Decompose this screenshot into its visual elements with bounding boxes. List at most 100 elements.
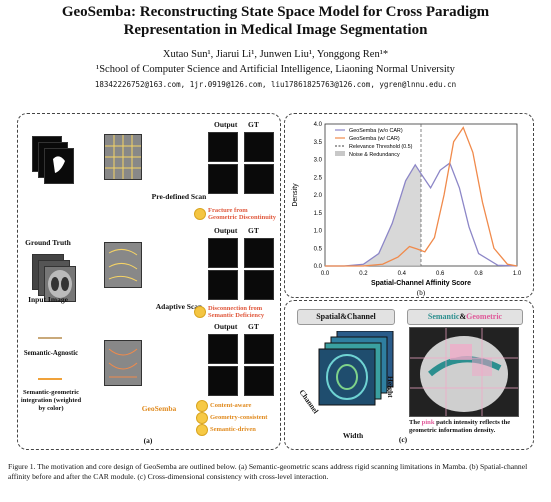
width-label: Width	[342, 431, 364, 440]
figure-panel-a: Ground Truth Input Image Semantic-Agnost…	[17, 113, 281, 450]
integration-arrow-icon	[38, 378, 62, 380]
adaptive-scan-icon	[108, 249, 138, 282]
happy-face-icon-2	[196, 412, 208, 424]
series-line-1	[325, 126, 518, 267]
x-tick-label: 0.0	[321, 271, 330, 277]
semantic-geometric-title: Semantic&Geometric	[407, 309, 523, 325]
merit-3: Semantic-driven	[210, 426, 256, 433]
y-axis-label: Density	[292, 183, 299, 207]
paper-title-line1: GeoSemba: Reconstructing State Space Mod…	[61, 4, 490, 20]
y-tick-label: 0.0	[314, 264, 323, 270]
y-tick-label: 0.5	[314, 246, 323, 252]
row2-note: Disconnection from Semantic Deficiency	[208, 305, 265, 319]
paper-emails: 18342226752@163.com, 1jr.0919@126.com, l…	[94, 80, 457, 89]
legend-entry: GeoSemba (w/o CAR)	[349, 128, 403, 134]
row1-gt-1	[244, 132, 274, 162]
row3-output-2	[208, 366, 238, 396]
output-header: Output	[214, 120, 238, 129]
figure-panel-b: 0.0 0.2 0.4 0.6 0.8 1.0 0.0 0.5 1.0 1.5 2.0 2.5 3.0 3…	[284, 113, 534, 298]
desc-pre: The	[409, 419, 420, 426]
legend-entry: Relevance Threshold (0.5)	[349, 144, 413, 150]
agnostic-arrow-icon	[38, 337, 62, 339]
y-tick-label: 3.0	[314, 158, 323, 164]
geosemba-scan-icon	[108, 348, 138, 378]
gt-mask-icon	[53, 156, 65, 173]
x-tick-label: 0.6	[436, 271, 445, 277]
x-tick-label: 0.4	[398, 271, 407, 277]
pink-description: The pink patch intensity reflects the ge…	[409, 419, 519, 435]
height-label: Height	[386, 376, 395, 398]
row1-output-2	[208, 164, 238, 194]
row2-gt-1	[244, 238, 274, 268]
geometric-word: Geometric	[466, 312, 503, 321]
row3-gt-2	[244, 366, 274, 396]
gt-header-3: GT	[248, 322, 259, 331]
adaptive-scan-label: Adaptive Scan	[155, 302, 203, 311]
grid-scan-icon	[105, 135, 141, 179]
spatial-channel-title: Spatial&Channel	[297, 309, 395, 325]
figure-panel-c: Spatial&Channel Height Width Channel Sem…	[284, 300, 534, 450]
sad-face-icon-2	[194, 306, 206, 318]
amp-word: &	[459, 312, 467, 321]
ct-slice-icon	[48, 270, 72, 298]
legend-integration: Semantic-geometric integration (weighted…	[20, 389, 82, 412]
y-tick-label: 1.5	[314, 211, 323, 217]
x-tick-label: 1.0	[513, 271, 522, 277]
semantic-geometric-map	[409, 327, 519, 417]
row2-gt-2	[244, 270, 274, 300]
series-line-0	[325, 162, 518, 267]
noise-area	[325, 164, 421, 266]
gt-header-2: GT	[248, 226, 259, 235]
ground-truth-label: Ground Truth	[25, 238, 71, 247]
input-image-front	[44, 266, 76, 302]
panel-b-label: (b)	[417, 289, 426, 297]
legend-agnostic: Semantic-Agnostic	[23, 350, 79, 357]
feature-stack-icon	[318, 330, 394, 406]
desc-post: patch intensity reflects the geometric i…	[409, 419, 511, 434]
output-header-3: Output	[214, 322, 238, 331]
row2-output-1	[208, 238, 238, 268]
row1-note: Fracture from Geometric Discontinuity	[208, 207, 277, 221]
input-image-label: Input Image	[28, 295, 68, 304]
merit-2: Geometry-consistent	[210, 414, 268, 421]
row1-gt-2	[244, 164, 274, 194]
figure-caption: Figure 1. The motivation and core design…	[8, 462, 528, 481]
output-header-2: Output	[214, 226, 238, 235]
merit-1: Content-aware	[210, 402, 252, 409]
legend-swatch	[335, 151, 345, 156]
row2-input	[104, 242, 142, 288]
geosemba-label: GeoSemba	[141, 404, 177, 413]
sad-face-icon	[194, 208, 206, 220]
predefined-scan-label: Pre-defined Scan	[151, 192, 207, 201]
row3-input	[104, 340, 142, 386]
paper-title-line2: Representation in Medical Image Segmenta…	[123, 22, 428, 38]
gt-header: GT	[248, 120, 259, 129]
y-tick-label: 4.0	[314, 122, 323, 128]
legend-entry: Noise & Redundancy	[349, 152, 400, 158]
gt-image-front	[44, 148, 74, 184]
row1-output-1	[208, 132, 238, 162]
y-tick-label: 1.0	[314, 229, 323, 235]
happy-face-icon-3	[196, 424, 208, 436]
ct-overlay-icon	[410, 328, 518, 416]
row2-output-2	[208, 270, 238, 300]
row1-input	[104, 134, 142, 180]
paper-affiliation: ¹School of Computer Science and Artifici…	[96, 64, 455, 75]
y-tick-label: 3.5	[314, 140, 323, 146]
row3-gt-1	[244, 334, 274, 364]
y-tick-label: 2.5	[314, 175, 323, 181]
feature-cube-icon	[315, 330, 394, 406]
y-tick-label: 2.0	[314, 193, 323, 199]
paper-authors: Xutao Sun¹, Jiarui Li¹, Junwen Liu¹, Yon…	[162, 49, 389, 60]
x-tick-label: 0.2	[359, 271, 368, 277]
legend-entry: GeoSemba (w/ CAR)	[349, 136, 400, 142]
row3-output-1	[208, 334, 238, 364]
desc-pink: pink	[421, 419, 435, 426]
x-axis-label: Spatial-Channel Affinity Score	[371, 280, 471, 287]
x-tick-label: 0.8	[474, 271, 483, 277]
panel-c-label: (c)	[398, 435, 408, 444]
panel-a-label: (a)	[143, 436, 153, 445]
happy-face-icon-1	[196, 400, 208, 412]
density-chart: 0.0 0.2 0.4 0.6 0.8 1.0 0.0 0.5 1.0 1.5 2.0 2.5 3.0 3…	[292, 122, 522, 297]
semantic-word: Semantic	[427, 312, 460, 321]
